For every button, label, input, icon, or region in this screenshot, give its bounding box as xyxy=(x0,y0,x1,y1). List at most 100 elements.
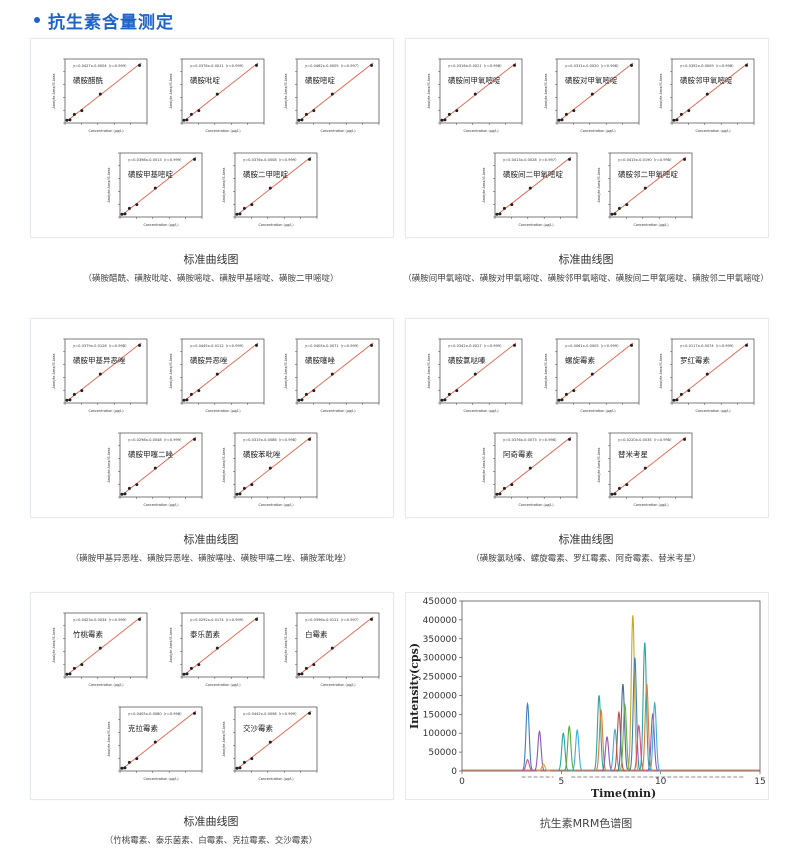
section-title: 抗生素含量测定 xyxy=(48,12,174,33)
compound-label: 磺胺甲基嘧啶 xyxy=(128,169,173,179)
calibration-point xyxy=(705,372,709,376)
calibration-curve: y=0.0376x-0.0008（r=0.999） 磺胺二甲嘧啶 Concentra… xyxy=(221,147,321,229)
calibration-curve-svg: y=0.0398x-0.0013（r=0.999） 磺胺甲基嘧啶 Concentra… xyxy=(107,152,203,227)
compound-label: 交沙霉素 xyxy=(243,723,273,733)
x-axis-title: Concentration (μg/L) xyxy=(320,683,356,687)
chromatogram-peak xyxy=(521,701,534,772)
calibration-point xyxy=(182,672,186,676)
x-axis-title: Concentration (μg/L) xyxy=(88,129,124,133)
y-tick-label: 200000 xyxy=(423,691,458,701)
equation-text: y=0.0298x-0.0048（r=0.999） xyxy=(128,437,184,442)
calibration-point xyxy=(68,398,72,402)
calibration-curve-svg: y=0.0379x-0.0126（r=0.998） 磺胺甲基异恶唑 Concentr… xyxy=(52,338,148,413)
chromatogram-chart: 0 50000 100000 150000 200000 250000 300000 3500… xyxy=(408,597,766,800)
calibration-point xyxy=(312,109,316,113)
plot-frame xyxy=(234,432,318,498)
y-axis-title: Analyte Area/IS Area xyxy=(107,168,111,203)
calibration-point xyxy=(672,118,676,122)
plot-frame xyxy=(181,58,265,124)
calibration-curve-svg: y=0.0392x-0.0009（r=0.998） 磺胺邻甲氧嘧啶 Concentr… xyxy=(659,58,755,133)
chromatogram-peak xyxy=(608,728,622,772)
x-axis-title: Concentration (μg/L) xyxy=(143,777,179,781)
calibration-point xyxy=(304,392,308,396)
calibration-point xyxy=(304,112,308,116)
calibration-point xyxy=(300,672,304,676)
calibration-panel: y=0.0316x-0.0021（r=0.998） 磺胺间甲氧嘧啶 Concentr… xyxy=(405,38,769,238)
panel-subcaption: （磺胺甲基异恶唑、磺胺异恶唑、磺胺噻唑、磺胺甲噻二唑、磺胺苯吡唑） xyxy=(70,554,352,564)
equation-text: y=0.0396x-0.0121（r=0.997） xyxy=(305,617,361,622)
calibration-point xyxy=(242,760,246,764)
calibration-point xyxy=(68,672,72,676)
x-tick-label: 0 xyxy=(459,777,465,787)
calibration-point xyxy=(473,92,477,96)
compound-label: 磺胺氯哒嗪 xyxy=(448,355,486,365)
calibration-curve-svg: y=0.0405x-0.0080（r=0.998） 克拉霉素 Concentrati… xyxy=(107,706,203,781)
calibration-curve: y=0.0445x-0.0112（r=0.999） 磺胺异恶唑 Concentrat… xyxy=(168,333,268,415)
chromatogram-peak xyxy=(616,683,630,772)
calibration-point xyxy=(683,157,687,161)
calibration-curve-svg: y=0.0376x-0.0073（r=0.998） 阿奇霉素 Concentrati… xyxy=(482,432,578,507)
compound-label: 磺胺嘧啶 xyxy=(305,75,335,85)
calibration-point xyxy=(643,466,647,470)
plot-frame xyxy=(671,338,755,404)
fit-line xyxy=(298,616,374,676)
calibration-point xyxy=(238,766,242,770)
calibration-curve: y=0.0292x-0.0174（r=0.999） 泰乐菌素 Concentrati… xyxy=(168,607,268,689)
y-axis-title: Analyte Area/IS Area xyxy=(222,722,226,757)
y-axis-title: Analyte Area/IS Area xyxy=(52,354,56,389)
y-axis-title: Analyte Area/IS Area xyxy=(222,168,226,203)
calibration-point xyxy=(498,212,502,216)
x-axis-title: Concentration (μg/L) xyxy=(695,129,731,133)
panel-caption: 标准曲线图 xyxy=(558,533,614,546)
calibration-curve-svg: y=0.0220x-0.0035（r=0.998） 替米考星 Concentrati… xyxy=(597,432,693,507)
calibration-point xyxy=(98,372,102,376)
calibration-curve: y=0.0315x-0.0086（r=0.998） 磺胺苯吡唑 Concentrat… xyxy=(221,427,321,509)
calibration-point xyxy=(510,203,514,207)
chromatogram-peak xyxy=(618,702,632,772)
y-axis-title: Analyte Area/IS Area xyxy=(659,354,663,389)
plot-frame xyxy=(64,612,148,678)
calibration-point xyxy=(745,63,749,67)
calibration-point xyxy=(679,112,683,116)
x-axis-title: Concentration (μg/L) xyxy=(205,129,241,133)
equation-text: y=0.0292x-0.0174（r=0.999） xyxy=(190,617,246,622)
plot-frame xyxy=(296,58,380,124)
calibration-curve: y=0.0398x-0.0013（r=0.999） 磺胺甲基嘧啶 Concentra… xyxy=(106,147,206,229)
calibration-point xyxy=(312,389,316,393)
calibration-point xyxy=(568,437,572,441)
calibration-point xyxy=(370,63,374,67)
chromatogram-peak xyxy=(632,724,646,772)
y-axis-title: Analyte Area/IS Area xyxy=(427,74,431,109)
calibration-point xyxy=(557,118,561,122)
chromatogram-peak xyxy=(594,708,608,772)
calibration-point xyxy=(138,63,142,67)
y-axis-title: Analyte Area/IS Area xyxy=(284,354,288,389)
calibration-curve-svg: y=0.0445x-0.0112（r=0.999） 磺胺异恶唑 Concentrat… xyxy=(169,338,265,413)
calibration-curve: y=0.0379x-0.0126（r=0.998） 磺胺甲基异恶唑 Concentr… xyxy=(51,333,151,415)
plot-frame xyxy=(296,338,380,404)
y-tick-label: 150000 xyxy=(423,710,458,720)
fit-line xyxy=(236,156,312,216)
calibration-point xyxy=(123,492,127,496)
calibration-point xyxy=(572,109,576,113)
calibration-curve-svg: y=0.0342x-0.0027（r=0.999） 磺胺氯哒嗪 Concentrat… xyxy=(427,338,523,413)
calibration-curve: y=0.0423x-0.0034（r=0.999） 竹桃霉素 Concentrati… xyxy=(51,607,151,689)
calibration-point xyxy=(255,63,259,67)
calibration-point xyxy=(120,212,124,216)
calibration-curve: y=0.0298x-0.0048（r=0.999） 磺胺甲噻二唑 Concentra… xyxy=(106,427,206,509)
calibration-point xyxy=(560,118,564,122)
calibration-point xyxy=(679,392,683,396)
calibration-point xyxy=(473,372,477,376)
calibration-point xyxy=(193,437,197,441)
calibration-point xyxy=(300,398,304,402)
compound-label: 白霉素 xyxy=(305,629,328,639)
equation-text: y=0.0415x-0.0190（r=0.998） xyxy=(618,157,674,162)
x-axis-title: Concentration (μg/L) xyxy=(258,223,294,227)
calibration-point xyxy=(498,492,502,496)
calibration-point xyxy=(127,206,131,210)
equation-text: y=0.0427x-0.0004（r=0.999） xyxy=(73,63,129,68)
fit-line xyxy=(183,616,259,676)
calibration-point xyxy=(72,112,76,116)
bullet-icon xyxy=(34,17,40,23)
fit-line xyxy=(121,156,197,216)
